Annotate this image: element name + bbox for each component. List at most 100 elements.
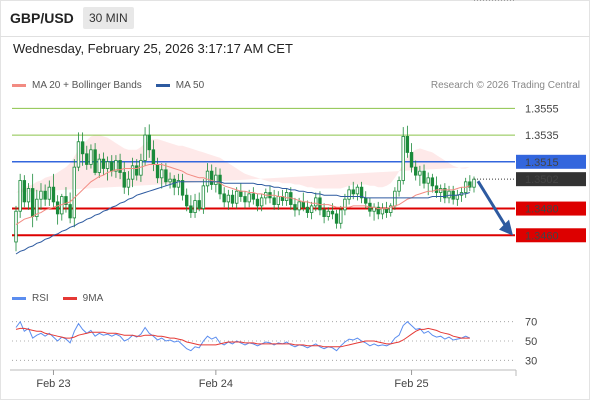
ma50-line [15, 181, 470, 255]
candle-body [185, 194, 189, 207]
candle [463, 177, 468, 198]
candle [468, 175, 472, 192]
forecast-arrow-shaft [476, 180, 508, 228]
candle [60, 193, 64, 221]
candle [334, 209, 339, 229]
candle-body [384, 208, 389, 213]
candle [22, 175, 27, 208]
forecast-layer [474, 178, 515, 236]
candle-body [293, 204, 297, 211]
candle-body [222, 193, 226, 203]
candle-body [230, 194, 235, 204]
chart-datetime: Wednesday, February 25, 2026 3:17:17 AM … [13, 41, 293, 56]
last-price-label: 1.3502 [525, 174, 559, 186]
x-axis-layer: Feb 23 Feb 24 Feb 25 [10, 369, 517, 390]
candle [64, 187, 68, 213]
candle [447, 185, 451, 204]
candle [276, 191, 280, 210]
candle [401, 127, 405, 185]
candle [18, 173, 22, 218]
candle-body [72, 166, 76, 219]
candle-body [389, 205, 393, 213]
candle [343, 193, 347, 216]
candle-body [376, 206, 380, 215]
candle-body [434, 185, 439, 193]
candle [234, 187, 239, 209]
candle-body [147, 134, 151, 151]
candle [251, 187, 256, 205]
candle-body [414, 166, 418, 176]
rsi-level-label: 70 [525, 317, 537, 329]
level-label-box [516, 154, 586, 169]
candle [376, 201, 380, 220]
candle-body [105, 161, 110, 169]
candle [314, 192, 318, 212]
candle [268, 185, 272, 204]
candle-body [97, 158, 101, 173]
candle-body [89, 149, 93, 165]
candle-body [30, 188, 35, 217]
candle-body [409, 152, 414, 168]
candle-body [239, 190, 243, 197]
candle [384, 201, 389, 218]
candle-body [322, 209, 326, 217]
candle [359, 181, 364, 204]
candle [201, 179, 206, 214]
candle-body [330, 210, 335, 215]
candle-body [193, 200, 197, 213]
candle-body [364, 197, 368, 204]
candle [68, 192, 72, 224]
candle-body [68, 204, 72, 219]
candle-body [430, 177, 435, 187]
ma50-legend-label: MA 50 [175, 80, 205, 91]
candle-body [259, 197, 264, 207]
level-label-box [516, 228, 586, 243]
candle [193, 193, 197, 218]
candle-body [114, 160, 118, 172]
candle-body [201, 185, 206, 209]
candle [255, 193, 260, 212]
candle-body [472, 178, 476, 188]
rsi-panel-layer: 70 50 30 [12, 0, 537, 367]
candle [35, 189, 39, 221]
candle-body [101, 158, 106, 169]
candle-body [455, 194, 460, 200]
rsi-level-label: 50 [525, 336, 537, 348]
candle [85, 145, 89, 170]
candle-body [51, 186, 56, 203]
candle-body [359, 186, 364, 199]
candle-body [160, 169, 164, 179]
candle [72, 159, 76, 228]
candle [339, 205, 343, 229]
candle-body [168, 178, 172, 183]
rsi-legend-swatch [12, 297, 26, 300]
candle-body [143, 134, 147, 161]
bollinger-band-layer [16, 135, 470, 193]
candle-body [301, 201, 305, 208]
timeframe-badge[interactable]: 30 MIN [83, 7, 134, 29]
candle [214, 167, 218, 193]
price-legend: MA 20 + Bollinger Bands MA 50 [12, 80, 204, 91]
x-tick-label: Feb 25 [394, 378, 428, 390]
candle-body [422, 170, 426, 184]
x-tick-label: Feb 24 [199, 378, 233, 390]
candle-body [180, 180, 185, 196]
candle [147, 124, 151, 158]
candle-body [122, 172, 126, 188]
candle-body [55, 201, 60, 215]
ma9-legend-swatch [62, 297, 77, 300]
candle [389, 203, 393, 217]
candle-body [284, 192, 289, 201]
candle-body [309, 205, 314, 213]
candle [430, 173, 435, 193]
candle-body [314, 197, 318, 207]
candle [210, 164, 214, 190]
candle [264, 188, 268, 205]
rsi-legend-label: RSI [32, 293, 49, 304]
candle [118, 153, 122, 180]
candle-body [85, 153, 89, 165]
candle [97, 153, 101, 178]
candle-body [64, 196, 68, 205]
candle-body [343, 198, 347, 211]
